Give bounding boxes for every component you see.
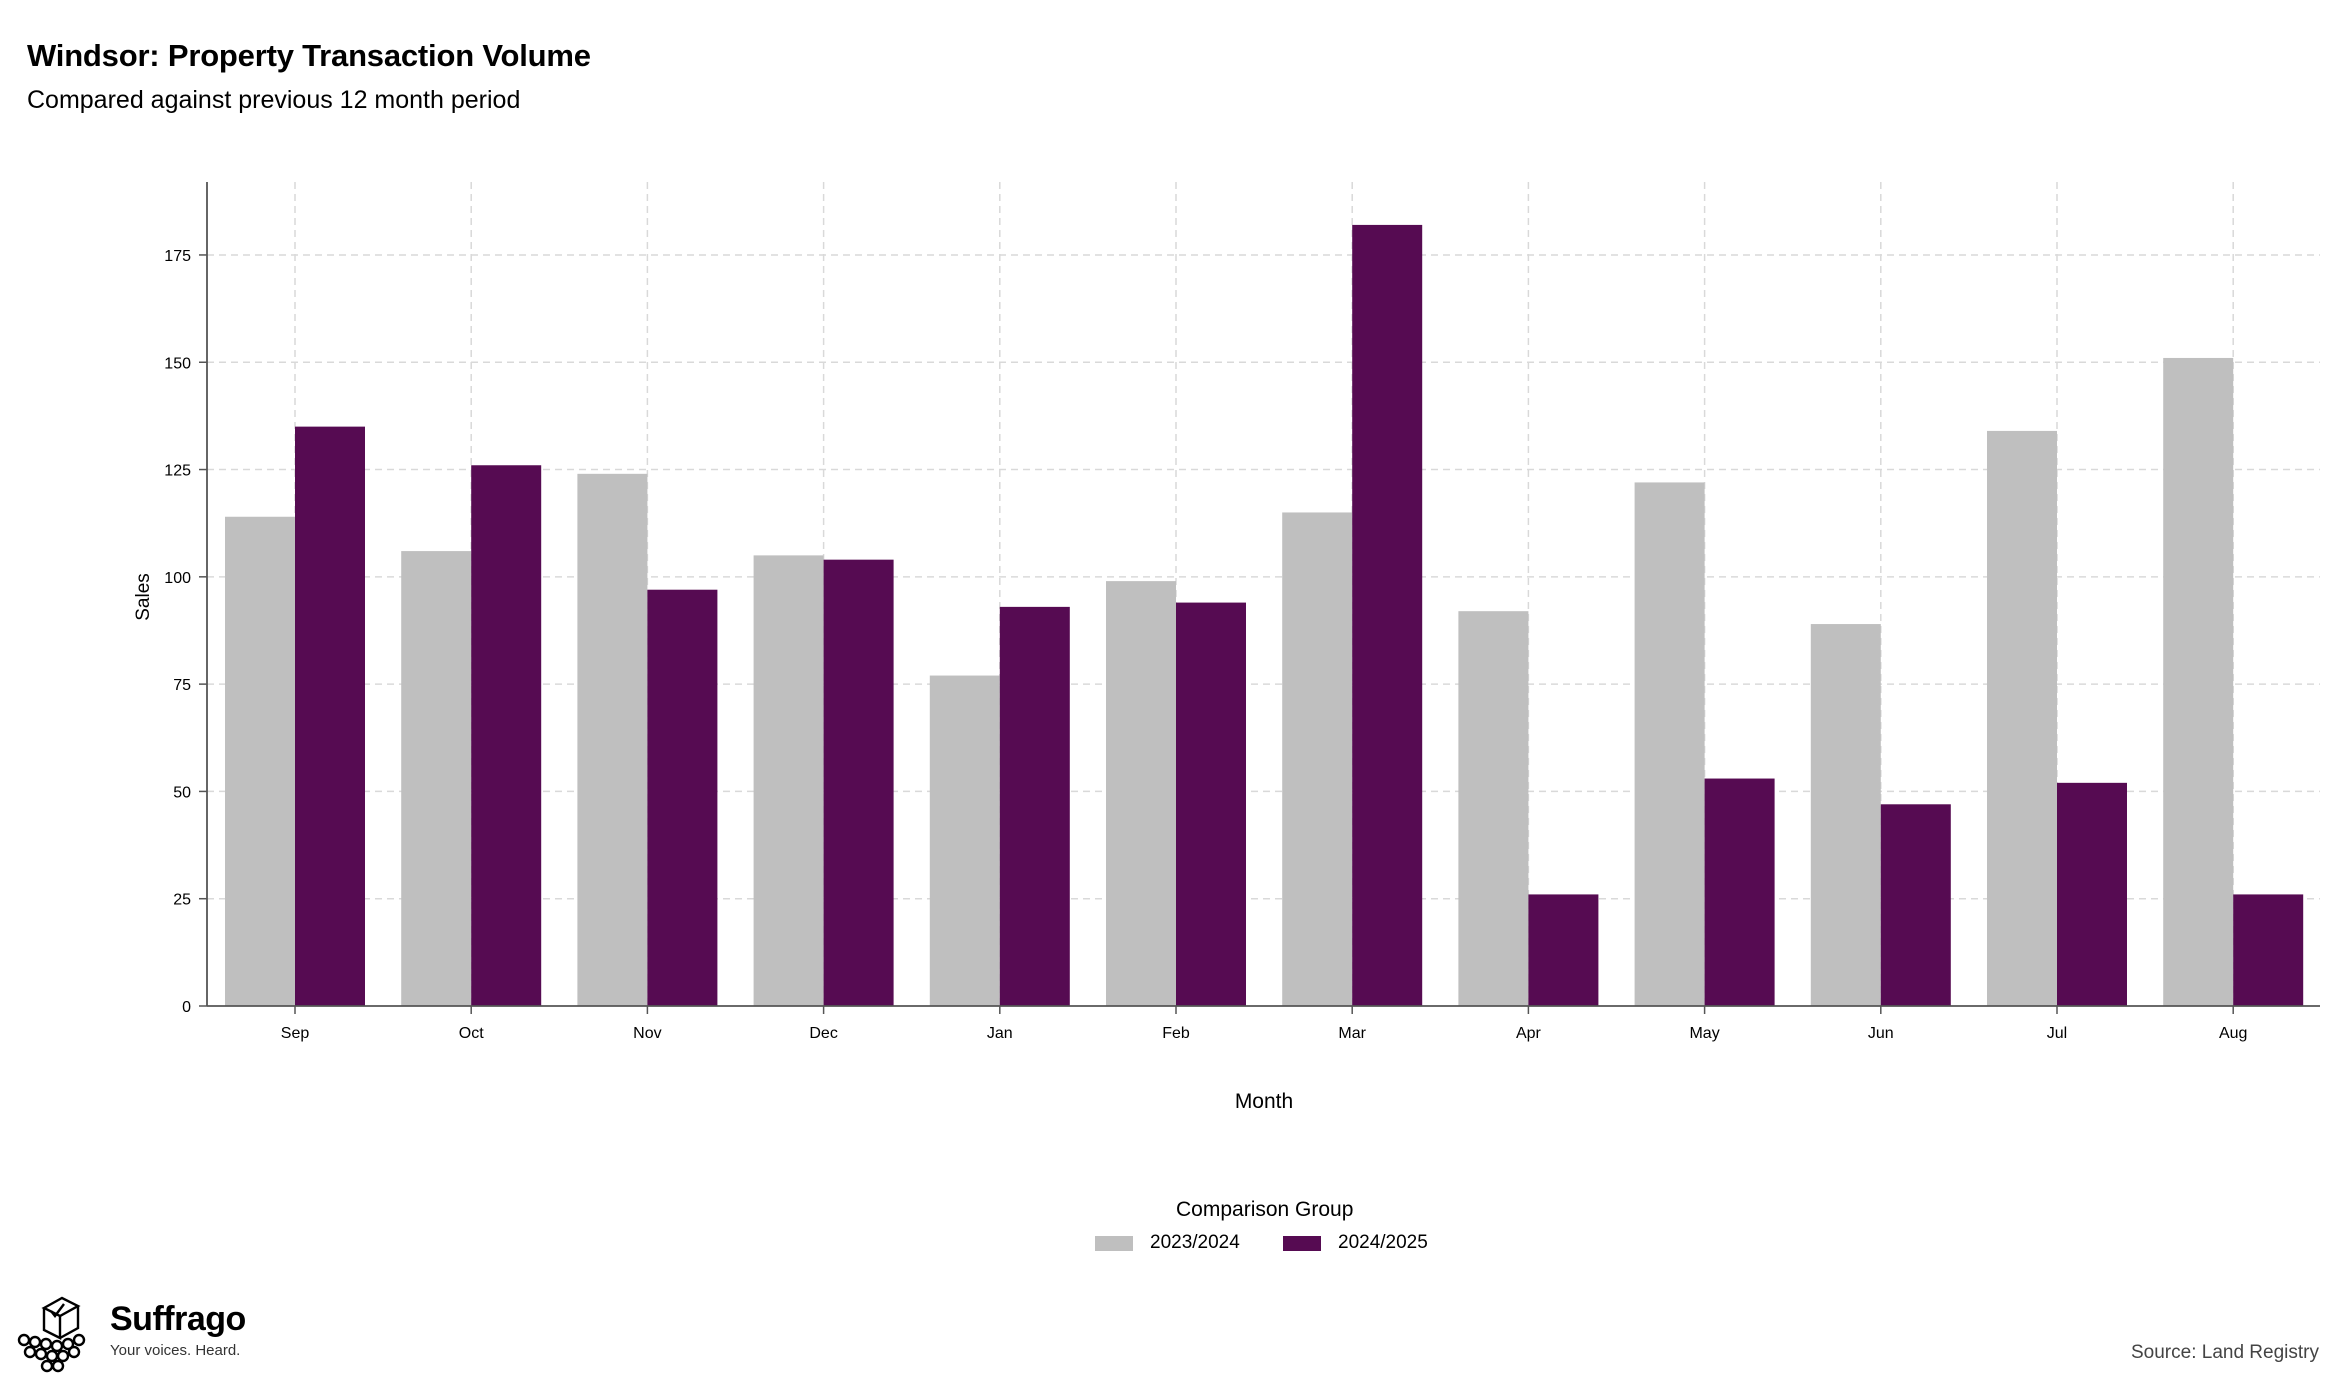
x-tick-label: Apr xyxy=(1516,1025,1542,1042)
bar-2023-2024-feb xyxy=(1106,581,1176,1006)
x-axis-title: Month xyxy=(1235,1090,1293,1113)
x-tick-label: Nov xyxy=(633,1025,661,1042)
y-tick-label: 50 xyxy=(173,784,191,801)
bar-2023-2024-sep xyxy=(225,516,295,1006)
source-note: Source: Land Registry xyxy=(2131,1342,2319,1363)
bar-2023-2024-jun xyxy=(1810,624,1881,1006)
x-tick-label: Oct xyxy=(459,1025,484,1042)
x-tick-label: Mar xyxy=(1338,1025,1366,1042)
x-tick-label: Aug xyxy=(2219,1025,2247,1042)
x-tick-label: Sep xyxy=(281,1025,310,1042)
chart-title: Windsor: Property Transaction Volume xyxy=(27,38,591,73)
legend-swatch-2023-2024 xyxy=(1095,1235,1133,1251)
legend-item-2023-2024: 2023/2024 xyxy=(1095,1232,1240,1254)
x-tick-label: Jul xyxy=(2047,1025,2067,1042)
legend-swatch-2024-2025 xyxy=(1283,1235,1321,1251)
bar-2023-2024-mar xyxy=(1282,512,1353,1006)
bar-2024-2025-may xyxy=(1704,778,1775,1006)
y-tick-label: 0 xyxy=(182,999,191,1016)
bar-2023-2024-jan xyxy=(929,675,1000,1006)
bar-2023-2024-nov xyxy=(577,473,648,1006)
bar-2023-2024-apr xyxy=(1458,611,1529,1006)
bars xyxy=(225,224,2304,1007)
bar-2023-2024-may xyxy=(1634,482,1705,1007)
axes xyxy=(199,182,2320,1014)
legend-label-2023-2024: 2023/2024 xyxy=(1150,1232,1240,1253)
y-tick-label: 100 xyxy=(164,570,191,587)
y-tick-label: 175 xyxy=(164,248,191,265)
y-tick-label: 150 xyxy=(164,355,191,372)
brand-name: Suffrago xyxy=(110,1300,246,1338)
brand-tagline: Your voices. Heard. xyxy=(110,1342,241,1359)
bar-2023-2024-aug xyxy=(2163,357,2234,1006)
axis-labels: 0 25 50 75 100 125 150 175 Sep Oct Nov Dec Jan Feb Mar… xyxy=(133,248,2247,1113)
chart-subtitle: Compared against previous 12 month perio… xyxy=(27,86,521,114)
bar-2024-2025-feb xyxy=(1176,602,1246,1006)
bar-2023-2024-jul xyxy=(1987,430,2057,1007)
x-tick-label: Jan xyxy=(987,1025,1013,1042)
x-tick-label: Jun xyxy=(1868,1025,1894,1042)
legend-item-2024-2025: 2024/2025 xyxy=(1283,1232,1428,1254)
brand-logo: Suffrago Your voices. Heard. xyxy=(14,1294,246,1374)
ballot-box-crowd-icon xyxy=(17,1296,86,1373)
bar-2023-2024-oct xyxy=(401,551,472,1006)
y-axis-title: Sales xyxy=(133,573,154,621)
x-tick-label: Dec xyxy=(809,1025,837,1042)
bar-2024-2025-jan xyxy=(999,606,1070,1006)
bar-2024-2025-jul xyxy=(2057,782,2127,1006)
legend-title: Comparison Group xyxy=(1176,1198,1354,1221)
bar-2023-2024-dec xyxy=(753,555,824,1006)
y-tick-label: 25 xyxy=(173,892,191,909)
y-tick-label: 75 xyxy=(173,677,191,694)
x-tick-label: Feb xyxy=(1162,1025,1190,1042)
bar-2024-2025-nov xyxy=(647,589,718,1006)
bar-2024-2025-apr xyxy=(1528,894,1599,1006)
x-tick-label: May xyxy=(1689,1025,1719,1042)
bar-2024-2025-jun xyxy=(1880,804,1951,1006)
bar-2024-2025-mar xyxy=(1352,224,1423,1006)
bar-2024-2025-sep xyxy=(295,426,365,1006)
legend-label-2024-2025: 2024/2025 xyxy=(1338,1232,1428,1253)
bar-2024-2025-dec xyxy=(823,559,894,1006)
bar-2024-2025-aug xyxy=(2233,894,2304,1006)
bar-2024-2025-oct xyxy=(471,465,542,1006)
y-tick-label: 125 xyxy=(164,463,191,480)
